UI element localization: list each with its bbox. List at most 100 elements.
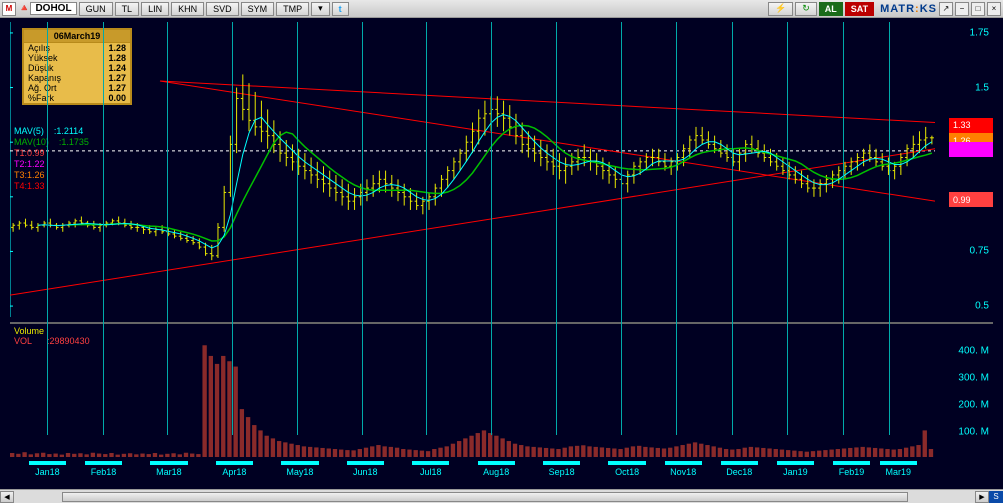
x-tick: Aug18 — [483, 467, 509, 477]
x-tick: Nov18 — [670, 467, 696, 477]
price-tick: 0.75 — [970, 246, 989, 257]
vol-tick: 300. M — [958, 373, 989, 384]
horizontal-scrollbar[interactable]: ◀ ▶ S — [0, 489, 1003, 503]
volume-y-axis: 100. M 200. M 300. M 400. M — [945, 324, 993, 457]
date-band — [777, 461, 814, 465]
info-row-%Fark: %Fark0.00 — [24, 93, 130, 103]
price-marker — [949, 142, 993, 157]
info-row-Kapanış: Kapanış1.27 — [24, 73, 130, 83]
scroll-left-icon[interactable]: ◀ — [0, 491, 14, 503]
month-gridline — [103, 22, 104, 435]
buy-button[interactable]: AL — [819, 2, 843, 16]
month-gridline — [556, 22, 557, 435]
date-band — [833, 461, 870, 465]
date-band — [665, 461, 702, 465]
month-gridline — [732, 22, 733, 435]
date-band — [347, 461, 384, 465]
toolbar-btn-tmp[interactable]: TMP — [276, 2, 309, 16]
maximize-icon[interactable]: □ — [971, 2, 985, 16]
toolbar-btn-sym[interactable]: SYM — [241, 2, 275, 16]
month-gridline — [889, 22, 890, 435]
date-band — [880, 461, 917, 465]
info-row-Düşük: Düşük1.24 — [24, 63, 130, 73]
month-gridline — [621, 22, 622, 435]
date-band — [29, 461, 66, 465]
x-tick: Feb19 — [839, 467, 865, 477]
month-gridline — [47, 22, 48, 435]
volume-chart[interactable] — [10, 324, 935, 457]
indicator-T2:1.22: T2:1.22 — [14, 159, 89, 170]
ticker-symbol[interactable]: DOHOL — [30, 2, 76, 15]
indicator-T4:1.33: T4:1.33 — [14, 181, 89, 192]
date-band — [543, 461, 580, 465]
x-tick: Jan18 — [35, 467, 60, 477]
x-tick: May18 — [286, 467, 313, 477]
indicator-MAV(5): MAV(5) :1.2114 — [14, 126, 89, 137]
toolbar-btn-svd[interactable]: SVD — [206, 2, 239, 16]
corner-logo: S — [989, 491, 1003, 503]
info-row-Yüksek: Yüksek1.28 — [24, 53, 130, 63]
date-band — [281, 461, 318, 465]
brand-logo: MATR:KS — [880, 3, 937, 15]
date-band — [721, 461, 758, 465]
month-gridline — [676, 22, 677, 435]
scroll-thumb[interactable] — [62, 492, 908, 502]
indicator-T3:1.26: T3:1.26 — [14, 170, 89, 181]
app-icon: M — [2, 2, 16, 16]
indicator-legend: MAV(5) :1.2114MAV(10) :1.1735T1:0.99T2:1… — [14, 126, 89, 192]
indicator-T1:0.99: T1:0.99 — [14, 148, 89, 159]
month-gridline — [787, 22, 788, 435]
toolbar-btn-lin[interactable]: LIN — [141, 2, 169, 16]
x-tick: Jan19 — [783, 467, 808, 477]
x-tick: Jul18 — [420, 467, 442, 477]
date-band — [412, 461, 449, 465]
close-icon[interactable]: × — [987, 2, 1001, 16]
twitter-icon[interactable]: t — [332, 2, 349, 16]
price-y-axis: 0.50.7511.251.51.751.331.260.99 — [945, 22, 993, 317]
info-row-Ağ. Ort: Ağ. Ort1.27 — [24, 83, 130, 93]
refresh-icon[interactable]: ↻ — [795, 2, 817, 16]
price-tick: 1.75 — [970, 27, 989, 38]
price-tick: 0.5 — [975, 301, 989, 312]
x-tick: Mar19 — [885, 467, 911, 477]
month-gridline — [362, 22, 363, 435]
scroll-track[interactable] — [14, 491, 975, 503]
titlebar: M 🔺 DOHOL GUNTLLINKHNSVDSYMTMP ▾ t ⚡ ↻ A… — [0, 0, 1003, 18]
price-chart[interactable] — [10, 22, 935, 317]
time-x-axis: Jan18 Feb18 Mar18 Apr18 May18 Jun18 Jul18 Aug18… — [10, 457, 945, 479]
price-panel[interactable]: 0.50.7511.251.51.751.331.260.99 06March1… — [10, 22, 993, 317]
sell-button[interactable]: SAT — [845, 2, 874, 16]
month-gridline — [426, 22, 427, 435]
toolbar-btn-tl[interactable]: TL — [115, 2, 140, 16]
month-gridline — [297, 22, 298, 435]
x-tick: Apr18 — [222, 467, 246, 477]
volume-panel[interactable]: Volume VOL :29890430 100. M200. M300. M4… — [10, 322, 993, 457]
month-gridline — [491, 22, 492, 435]
scroll-right-icon[interactable]: ▶ — [975, 491, 989, 503]
x-tick: Jun18 — [353, 467, 378, 477]
vol-tick: 100. M — [958, 427, 989, 438]
vol-tick: 400. M — [958, 346, 989, 357]
lightning-icon[interactable]: ⚡ — [768, 2, 793, 16]
chart-area: 0.50.7511.251.51.751.331.260.99 06March1… — [0, 18, 1003, 489]
month-gridline — [843, 22, 844, 435]
price-tick: 1.5 — [975, 82, 989, 93]
x-tick: Feb18 — [91, 467, 117, 477]
date-band — [608, 461, 645, 465]
month-gridline — [167, 22, 168, 435]
info-row-Açılış: Açılış1.28 — [24, 43, 130, 53]
price-marker: 1.33 — [949, 118, 993, 133]
x-tick: Oct18 — [615, 467, 639, 477]
toolbar-btn-khn[interactable]: KHN — [171, 2, 204, 16]
vol-tick: 200. M — [958, 400, 989, 411]
toolbar-btn-gun[interactable]: GUN — [79, 2, 113, 16]
dropdown-icon[interactable]: ▾ — [311, 2, 330, 16]
date-band — [216, 461, 253, 465]
flag-icon: 🔺 — [18, 3, 30, 14]
date-band — [150, 461, 187, 465]
popout-icon[interactable]: ↗ — [939, 2, 953, 16]
minimize-icon[interactable]: − — [955, 2, 969, 16]
info-date: 06March19 — [24, 30, 130, 43]
price-marker: 0.99 — [949, 192, 993, 207]
x-tick: Mar18 — [156, 467, 182, 477]
